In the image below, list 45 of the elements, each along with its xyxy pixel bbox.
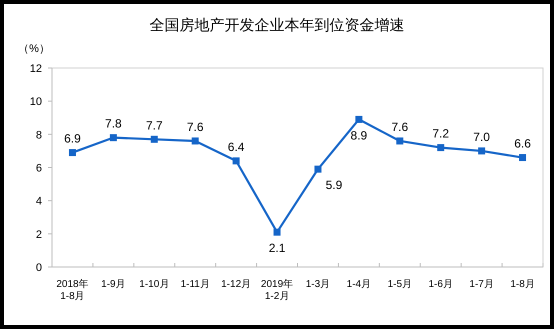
xtick: 1-11月: [180, 279, 210, 290]
data-label: 7.2: [432, 126, 450, 141]
point: [437, 144, 444, 152]
point: [519, 154, 526, 162]
data-label: 7.0: [473, 130, 490, 144]
point: [478, 147, 486, 154]
point: [314, 166, 322, 173]
point: [150, 136, 158, 143]
xtick: 1-9月: [101, 279, 126, 290]
xtick: 1-6月: [428, 279, 453, 290]
data-label: 7.8: [105, 116, 122, 131]
xtick: 1-8月: [510, 279, 535, 290]
data-label: 6.6: [514, 136, 531, 151]
data-label: 6.4: [228, 140, 244, 154]
ylabel: （%）: [18, 43, 50, 55]
ytick: 12: [30, 63, 42, 75]
xtick: 1-4月: [346, 279, 372, 290]
data-label: 2.1: [268, 241, 286, 256]
xtick: 1-5月: [388, 279, 412, 290]
ytick: 4: [36, 196, 42, 208]
data-label: 7.6: [391, 120, 408, 134]
point: [232, 157, 240, 164]
xtick: 2019年 1-2月: [260, 279, 294, 302]
xtick: 1-7月: [469, 279, 494, 290]
ytick: 2: [36, 228, 42, 241]
point: [110, 134, 117, 142]
point: [355, 116, 362, 123]
data-label: 6.9: [64, 132, 81, 146]
xtick: 2018年 1-8月: [56, 279, 89, 302]
ytick: 8: [36, 129, 42, 142]
data-label: 5.9: [326, 178, 342, 192]
point: [68, 149, 76, 156]
point: [396, 137, 404, 144]
data-label: 8.9: [350, 128, 368, 142]
ytick: 0: [36, 262, 42, 274]
point: [192, 137, 199, 144]
data-label: 7.6: [186, 120, 204, 134]
point: [274, 228, 281, 236]
title: 全国房地产开发企业本年到位资金增速: [150, 17, 404, 34]
xtick: 1-10月: [139, 279, 170, 290]
xtick: 1-12月: [221, 279, 252, 290]
ytick: 10: [30, 96, 42, 108]
ytick: 6: [36, 162, 42, 174]
xtick: 1-3月: [306, 279, 330, 290]
data-label: 7.7: [146, 118, 163, 132]
